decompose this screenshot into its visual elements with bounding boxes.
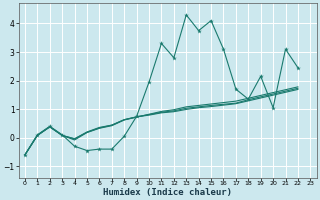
X-axis label: Humidex (Indice chaleur): Humidex (Indice chaleur) bbox=[103, 188, 232, 197]
